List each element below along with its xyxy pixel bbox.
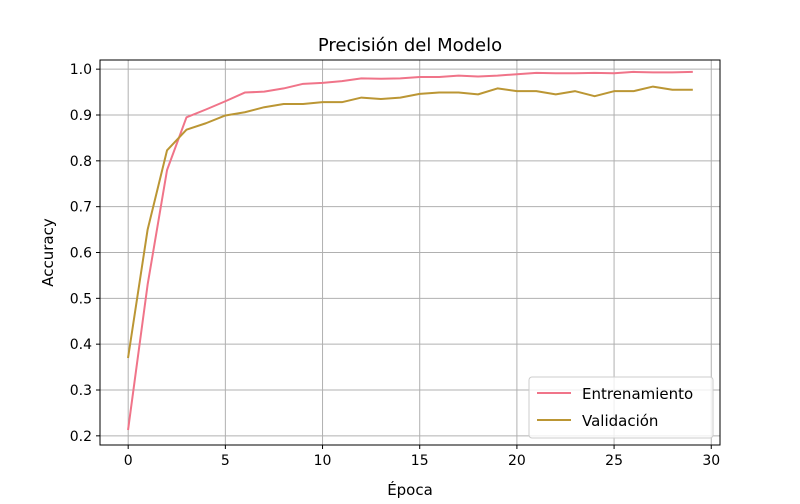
y-tick-label: 0.3 (70, 383, 92, 399)
y-tick-label: 0.4 (70, 337, 92, 353)
y-tick-label: 0.8 (70, 154, 92, 170)
y-tick-label: 0.5 (70, 291, 92, 307)
legend: Entrenamiento Validación (528, 376, 714, 439)
x-tick-label: 0 (124, 453, 133, 469)
series-lines (127, 70, 693, 431)
x-tick-label: 15 (411, 453, 429, 469)
chart-title: Precisión del Modelo (318, 35, 502, 56)
y-tick-label: 0.6 (70, 246, 92, 262)
y-axis-label: Accuracy (39, 218, 57, 287)
x-tick-label: 20 (508, 453, 526, 469)
x-tick-label: 5 (221, 453, 230, 469)
x-tick-label: 30 (702, 453, 720, 469)
x-axis-label: Época (387, 480, 433, 499)
x-tick-label: 25 (605, 453, 623, 469)
y-tick-label: 0.7 (70, 200, 92, 216)
series-line-validacion (127, 85, 693, 359)
grid (100, 60, 720, 445)
axis-ticks: 0 5 10 15 20 25 30 0.2 0.3 0.4 0.5 0.6 0.7 0.8 0.9 1.0 (70, 62, 720, 469)
legend-label-validacion: Validación (582, 412, 658, 430)
y-tick-label: 0.2 (70, 429, 92, 445)
legend-label-entrenamiento: Entrenamiento (582, 385, 693, 403)
x-tick-label: 10 (314, 453, 332, 469)
y-tick-label: 0.9 (70, 108, 92, 124)
series-line-entrenamiento (127, 70, 693, 431)
legend-box (528, 376, 714, 439)
y-tick-label: 1.0 (70, 62, 92, 78)
